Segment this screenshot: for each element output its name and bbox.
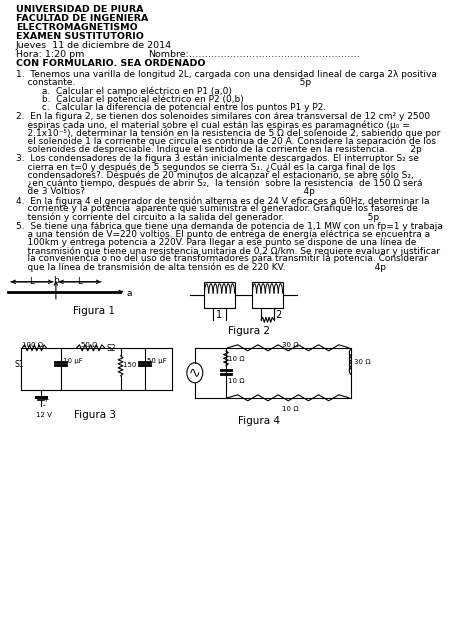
Text: el solenoide 1 la corriente que circula es continua de 20 A. Considere la separa: el solenoide 1 la corriente que circula … <box>16 136 436 146</box>
Text: 50 μF: 50 μF <box>147 358 167 364</box>
Text: la conveniencia o no del uso de transformadores para transmitir la potencia. Con: la conveniencia o no del uso de transfor… <box>16 255 428 264</box>
Text: 100km y entrega potencia a 220V. Para llegar a ese punto se dispone de una línea: 100km y entrega potencia a 220V. Para ll… <box>16 238 416 247</box>
Text: espiras cada uno, el material sobre el cual están las espiras es paramagnético (: espiras cada uno, el material sobre el c… <box>16 120 410 130</box>
Text: 1: 1 <box>216 310 222 320</box>
Text: constante.                                                                      : constante. <box>16 78 311 87</box>
Text: UNIVERSIDAD DE PIURA: UNIVERSIDAD DE PIURA <box>16 5 144 14</box>
Text: condensadores?. Después de 20 minutos de alcanzar el estacionario, se abre sólo : condensadores?. Después de 20 minutos de… <box>16 170 414 180</box>
Text: 100 Ω: 100 Ω <box>22 342 43 348</box>
Text: Figura 1: Figura 1 <box>73 306 116 316</box>
Text: Jueves  11 de diciembre de 2014: Jueves 11 de diciembre de 2014 <box>16 41 172 50</box>
Text: cierra en t=0 y después de 5 segundos se cierra S₁. ¿Cuál es la carga final de l: cierra en t=0 y después de 5 segundos se… <box>16 162 395 172</box>
Text: L: L <box>29 277 34 286</box>
Text: 5.  Se tiene una fábrica que tiene una demanda de potencia de 1,1 MW con un fp=1: 5. Se tiene una fábrica que tiene una de… <box>16 221 443 230</box>
Text: 30 Ω: 30 Ω <box>354 359 371 365</box>
Text: de 3 Voltios?                                                                   : de 3 Voltios? <box>16 187 315 196</box>
Text: 10 Ω: 10 Ω <box>228 378 245 384</box>
Text: 30 Ω: 30 Ω <box>282 342 299 348</box>
Bar <box>204 282 235 308</box>
Text: Figura 3: Figura 3 <box>74 410 116 420</box>
Text: 10 Ω: 10 Ω <box>282 406 299 412</box>
Text: c.  Calcular la diferencia de potencial entre los puntos P1 y P2.: c. Calcular la diferencia de potencial e… <box>16 103 326 112</box>
Text: 1.  Tenemos una varilla de longitud 2L, cargada con una densidad lineal de carga: 1. Tenemos una varilla de longitud 2L, c… <box>16 70 437 79</box>
Text: corriente y la potencia  aparente que suministra el generador. Grafique los faso: corriente y la potencia aparente que sum… <box>16 204 418 213</box>
Text: b: b <box>53 276 58 285</box>
Text: -: - <box>42 401 45 410</box>
Text: FACULTAD DE INGENIERA: FACULTAD DE INGENIERA <box>16 14 148 23</box>
Text: 2.1x10⁻⁵), determinar la tensión en la resistencia de 5 Ω del solenoide 2, sabie: 2.1x10⁻⁵), determinar la tensión en la r… <box>16 129 440 138</box>
Text: a: a <box>127 289 132 298</box>
Text: 2: 2 <box>275 310 282 320</box>
Text: solenoides de despreciable. Indique el sentido de la corriente en la resistencia: solenoides de despreciable. Indique el s… <box>16 145 422 154</box>
Text: 2.  En la figura 2, se tienen dos solenoides similares con área transversal de 1: 2. En la figura 2, se tienen dos solenoi… <box>16 112 430 121</box>
Text: CON FORMULARIO. SEA ORDENADO: CON FORMULARIO. SEA ORDENADO <box>16 59 206 68</box>
Text: L: L <box>77 277 82 286</box>
Text: que la línea de transmisión de alta tensión es de 220 KV.                       : que la línea de transmisión de alta tens… <box>16 262 386 272</box>
Text: 10 μF: 10 μF <box>63 358 83 364</box>
Text: tensión y corriente del circuito a la salida del generador.                     : tensión y corriente del circuito a la sa… <box>16 212 379 222</box>
Text: Figura 2: Figura 2 <box>227 326 270 336</box>
Text: Figura 4: Figura 4 <box>238 416 280 426</box>
Bar <box>252 282 283 308</box>
Text: b.  Calcular el potencial eléctrico en P2 (0,b): b. Calcular el potencial eléctrico en P2… <box>16 95 244 104</box>
Text: ¿en cuánto tiempo, después de abrir S₂,  la tensión  sobre la resistencia  de 15: ¿en cuánto tiempo, después de abrir S₂, … <box>16 179 423 188</box>
Text: 3.  Los condensadores de la figura 3 están inicialmente descargados. El interrup: 3. Los condensadores de la figura 3 está… <box>16 154 419 163</box>
Text: 50 Ω: 50 Ω <box>81 342 97 348</box>
Text: +: + <box>42 395 48 404</box>
Text: 12 V: 12 V <box>36 412 52 418</box>
Text: EXAMEN SUSTITUTORIO: EXAMEN SUSTITUTORIO <box>16 32 144 41</box>
Text: transmisión que tiene una resistencia unitaria de 0,2 Ω/km. Se requiere evaluar : transmisión que tiene una resistencia un… <box>16 246 440 256</box>
Text: 4.  En la figura 4 el generador de tensión alterna es de 24 V eficaces a 60Hz, d: 4. En la figura 4 el generador de tensió… <box>16 196 429 205</box>
Text: 150 Ω: 150 Ω <box>123 362 144 368</box>
Text: ELECTROMAGNETISMO: ELECTROMAGNETISMO <box>16 23 138 32</box>
Text: 10 Ω: 10 Ω <box>228 356 245 362</box>
Text: Nombre:………………………………………………: Nombre:……………………………………………… <box>148 50 360 59</box>
Text: a.  Calcular el campo eléctrico en P1 (a,0): a. Calcular el campo eléctrico en P1 (a,… <box>16 86 232 96</box>
Text: a una tensión de V=220 voltios. El punto de entrega de energía eléctrica se encu: a una tensión de V=220 voltios. El punto… <box>16 230 430 239</box>
Text: Hora: 1:20 pm: Hora: 1:20 pm <box>16 50 84 59</box>
Text: S1: S1 <box>14 360 24 369</box>
Text: S2: S2 <box>107 344 116 353</box>
